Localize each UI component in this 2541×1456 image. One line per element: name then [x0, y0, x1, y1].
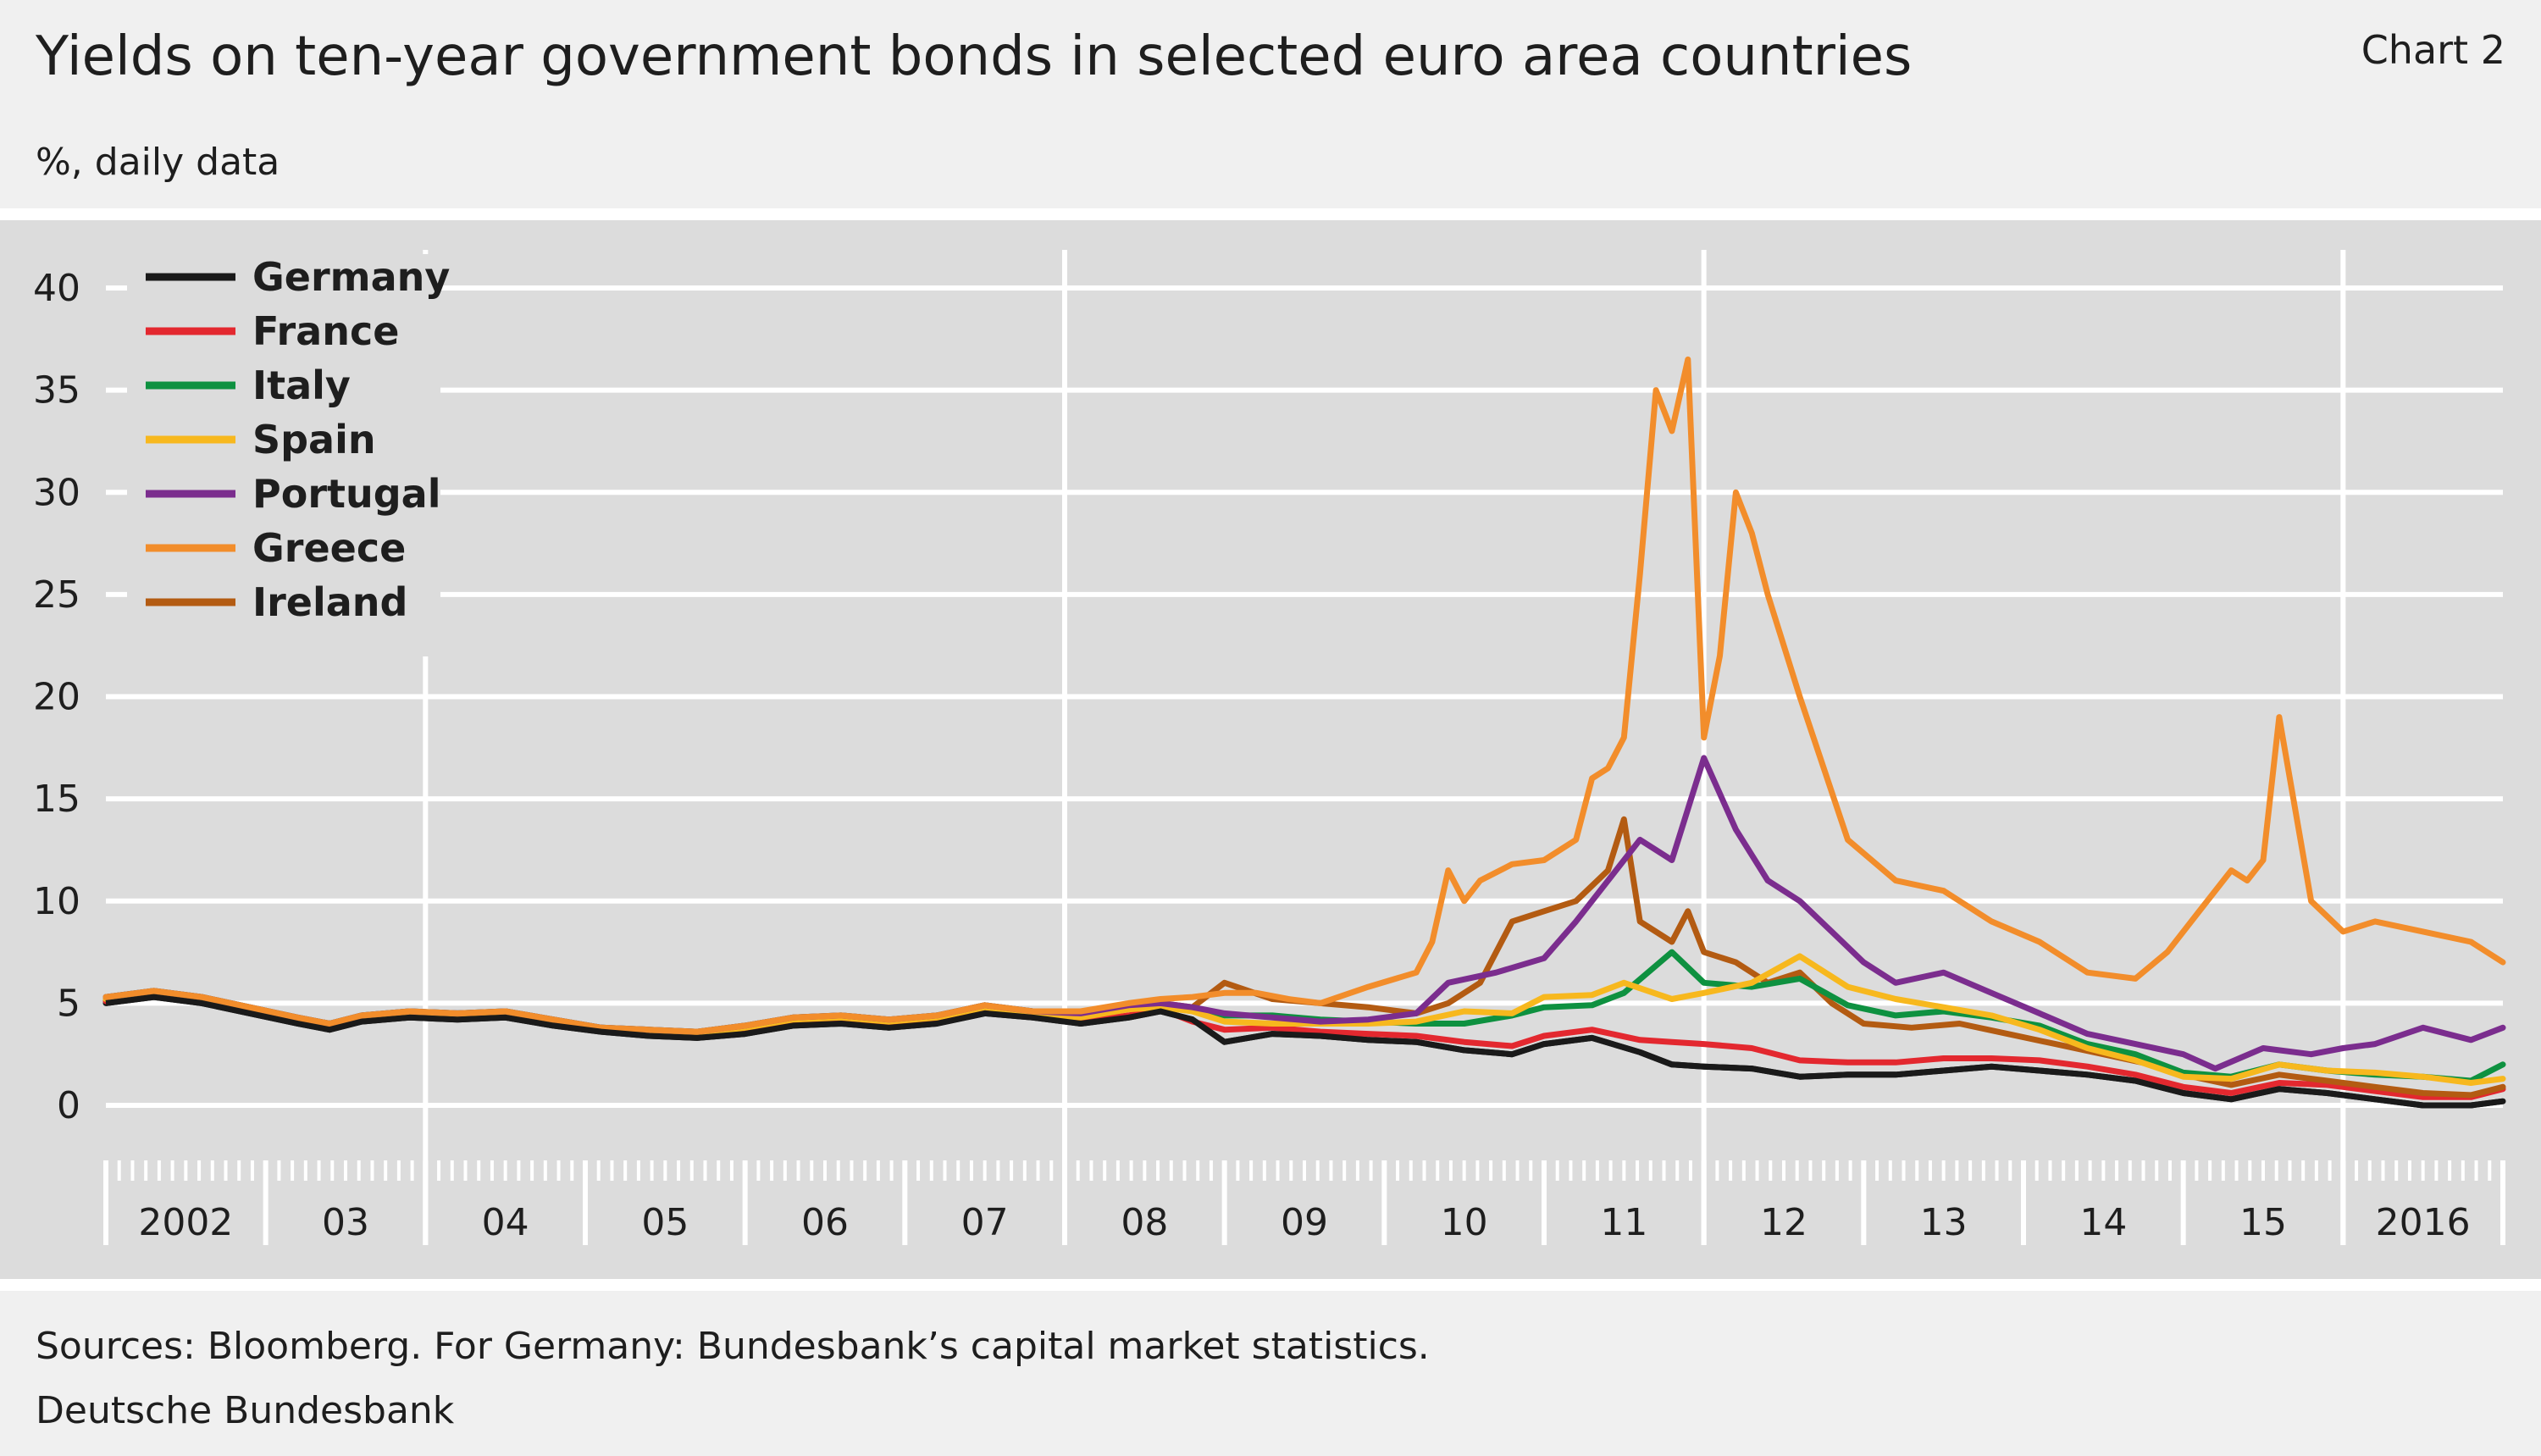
- x-tick-label: 2016: [2376, 1201, 2471, 1244]
- footer-separator: [0, 1279, 2541, 1291]
- y-axis: 0 5 10 15 20 25 30 35 40: [33, 267, 80, 1127]
- series-line-greece: [102, 356, 2506, 1035]
- x-tick-label: 07: [961, 1201, 1009, 1244]
- x-tick-label: 15: [2239, 1201, 2287, 1244]
- legend-label: Spain: [252, 417, 376, 462]
- chart-unit-subtitle: %, daily data: [36, 141, 280, 184]
- series-lines: [102, 356, 2506, 1109]
- x-tick-label: 06: [801, 1201, 849, 1244]
- publisher-name: Deutsche Bundesbank: [36, 1389, 455, 1432]
- legend-label: Greece: [252, 525, 406, 571]
- legend-item-france: France: [146, 308, 399, 354]
- gridlines: [106, 250, 2503, 1245]
- legend-item-greece: Greece: [146, 525, 406, 571]
- legend-label: Ireland: [252, 579, 407, 625]
- y-tick-label: 25: [33, 573, 80, 617]
- x-tick-label: 05: [641, 1201, 689, 1244]
- chart-number: Chart 2: [2361, 27, 2505, 73]
- x-tick-label: 11: [1600, 1201, 1647, 1244]
- chart-header: Yields on ten-year government bonds in s…: [0, 0, 2541, 208]
- legend-label: Portugal: [252, 471, 440, 517]
- y-tick-label: 40: [33, 267, 80, 310]
- legend-label: Italy: [252, 363, 351, 408]
- x-tick-label: 08: [1121, 1201, 1168, 1244]
- legend-item-germany: Germany: [146, 254, 450, 300]
- x-tick-label: 14: [2079, 1201, 2127, 1244]
- plot-area: 0 5 10 15 20 25 30 35 40 2002 03 04 05 06 07 08 09 10 11 12…: [0, 220, 2541, 1279]
- y-tick-label: 35: [33, 369, 80, 412]
- x-tick-label: 10: [1441, 1201, 1488, 1244]
- chart-footer: Sources: Bloomberg. For Germany: Bundesb…: [0, 1291, 2541, 1456]
- x-tick-label: 12: [1760, 1201, 1807, 1244]
- x-tick-label: 13: [1920, 1201, 1968, 1244]
- source-note: Sources: Bloomberg. For Germany: Bundesb…: [36, 1325, 1430, 1368]
- series-line-ireland: [102, 816, 2506, 1099]
- legend-label: Germany: [252, 254, 450, 300]
- y-tick-label: 0: [57, 1084, 80, 1127]
- x-tick-label: 04: [482, 1201, 529, 1244]
- legend-item-spain: Spain: [146, 417, 376, 462]
- legend-background: [127, 254, 440, 656]
- legend: Germany France Italy Spain Portugal Greece Ire…: [127, 254, 450, 656]
- chart-title: Yields on ten-year government bonds in s…: [36, 25, 1913, 88]
- x-tick-label: 09: [1281, 1201, 1328, 1244]
- y-tick-label: 10: [33, 880, 80, 923]
- x-axis: 2002 03 04 05 06 07 08 09 10 11 12 13 14 15 2016: [103, 1160, 2505, 1245]
- x-tick-label: 2002: [138, 1201, 233, 1244]
- y-tick-label: 20: [33, 676, 80, 719]
- legend-label: France: [252, 308, 399, 354]
- legend-item-italy: Italy: [146, 363, 351, 408]
- legend-item-ireland: Ireland: [146, 579, 407, 625]
- header-separator: [0, 208, 2541, 220]
- y-tick-label: 5: [57, 982, 80, 1025]
- legend-item-portugal: Portugal: [146, 471, 440, 517]
- y-tick-label: 30: [33, 471, 80, 514]
- x-tick-label: 03: [322, 1201, 369, 1244]
- series-line-germany-top: [105, 994, 2504, 1109]
- y-tick-label: 15: [33, 778, 80, 821]
